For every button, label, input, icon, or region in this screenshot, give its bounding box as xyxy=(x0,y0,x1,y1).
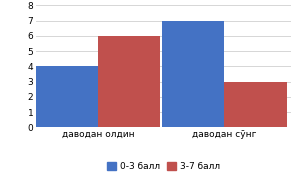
Bar xyxy=(36,66,98,127)
Bar xyxy=(162,21,224,127)
Bar xyxy=(98,36,160,127)
Bar xyxy=(224,82,286,127)
Legend: 0-3 балл, 3-7 балл: 0-3 балл, 3-7 балл xyxy=(103,159,224,175)
